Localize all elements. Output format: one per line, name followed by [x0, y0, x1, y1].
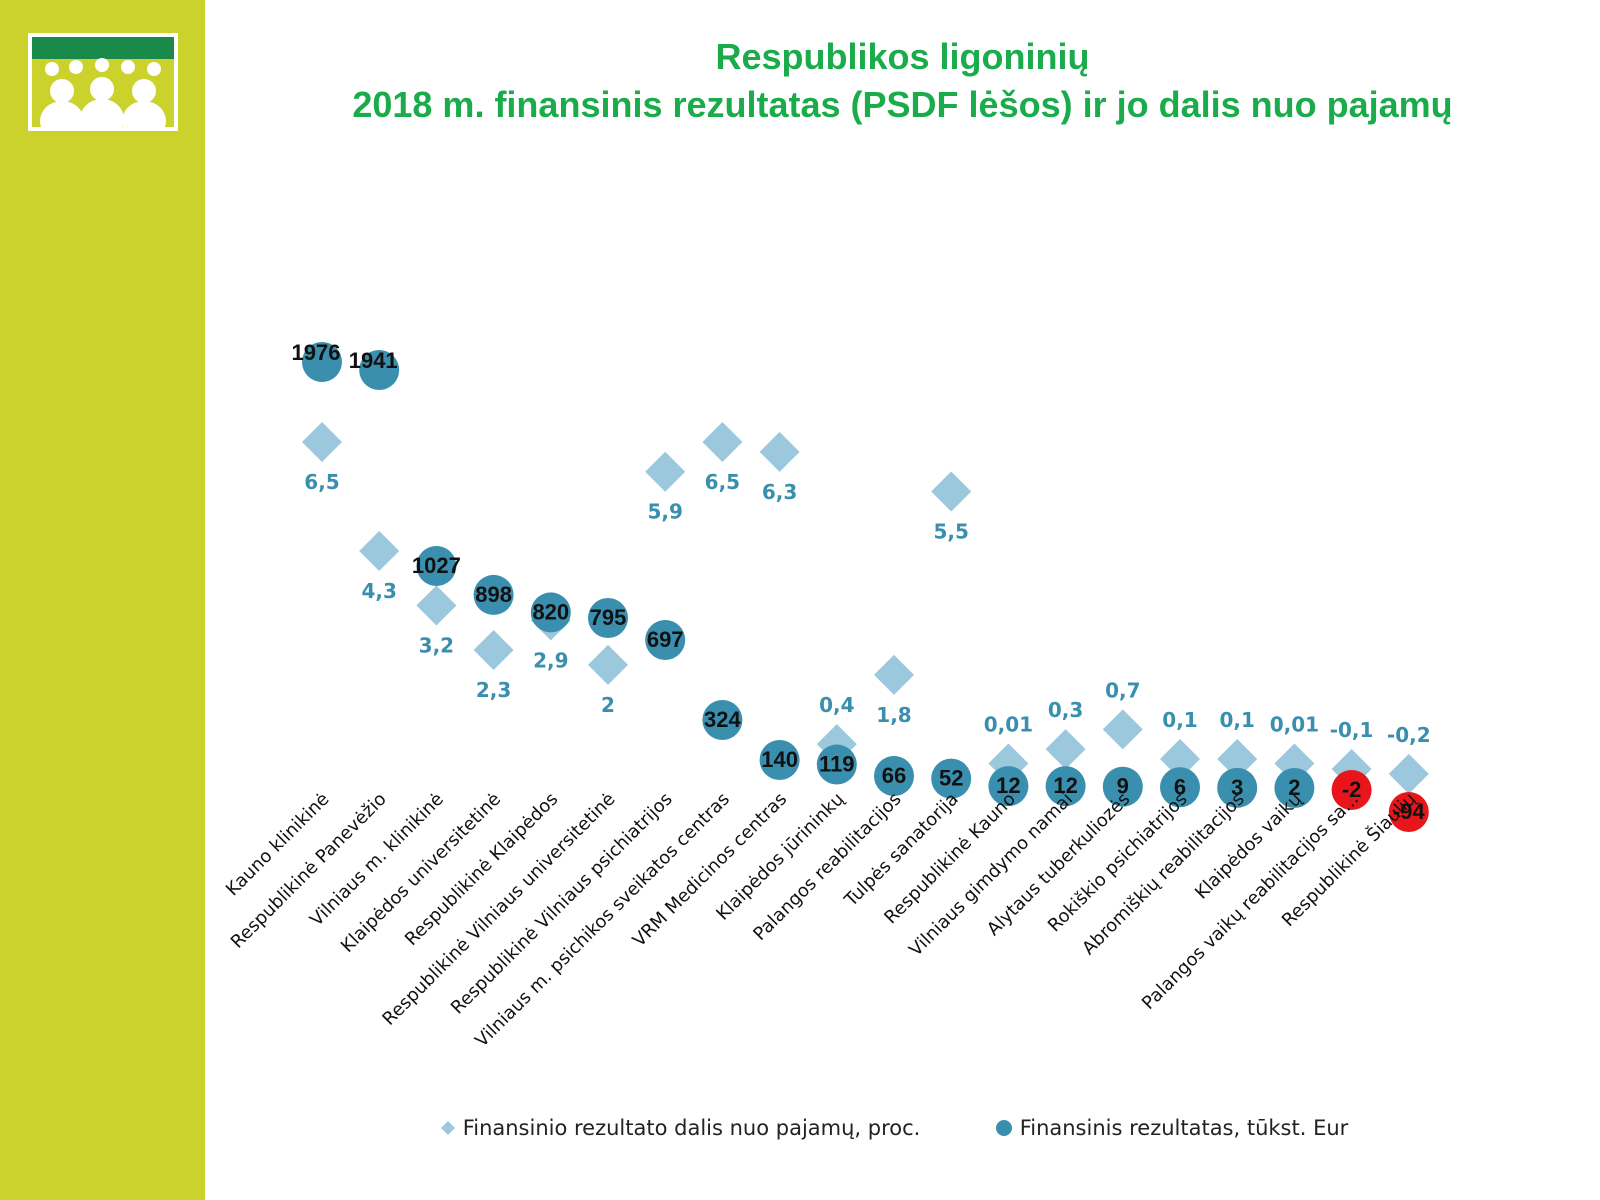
legend-circle-icon — [996, 1120, 1012, 1136]
percent-label: -0,1 — [1330, 718, 1374, 742]
result-label: 1027 — [412, 553, 461, 578]
result-point — [874, 756, 914, 796]
percent-point — [302, 422, 342, 462]
result-label: 1976 — [292, 340, 341, 365]
percent-label: 0,3 — [1048, 698, 1083, 722]
result-point — [702, 700, 743, 740]
result-point — [1160, 767, 1200, 808]
percent-point — [1045, 729, 1086, 770]
result-point — [816, 744, 857, 785]
result-point — [302, 342, 342, 382]
result-point — [1102, 766, 1143, 807]
chart-subtitle: 2018 m. finansinis rezultatas (PSDF lėšo… — [352, 84, 1453, 125]
result-label: 12 — [996, 773, 1020, 798]
result-label: 324 — [704, 707, 741, 732]
result-point — [1388, 792, 1429, 832]
logo — [28, 33, 178, 131]
percent-label: 2,3 — [476, 678, 511, 702]
result-label: 140 — [761, 747, 798, 772]
percent-label: 6,3 — [762, 480, 797, 504]
percent-point — [1388, 753, 1429, 794]
result-label: 9 — [1117, 774, 1129, 799]
percent-label: 0,1 — [1219, 708, 1254, 732]
result-label: 12 — [1053, 773, 1077, 798]
percent-label: 4,3 — [361, 579, 396, 603]
percent-label: 0,1 — [1162, 708, 1197, 732]
percent-point — [1160, 739, 1200, 780]
percent-label: 6,5 — [705, 470, 740, 494]
result-label: 6 — [1174, 774, 1186, 799]
result-label: 66 — [882, 763, 906, 788]
percent-label: 0,01 — [1270, 713, 1319, 737]
result-label: 820 — [532, 599, 569, 624]
percent-point — [645, 451, 686, 492]
result-label: -2 — [1342, 777, 1362, 802]
percent-label: 2,9 — [533, 648, 568, 672]
result-point — [1274, 768, 1315, 808]
percent-point — [759, 431, 800, 472]
legend-item-result: Finansinis rezultatas, tūkst. Eur — [995, 1116, 1348, 1140]
category-label: Klaipėdos vaikų — [1191, 788, 1306, 903]
result-point — [1331, 770, 1372, 810]
chart-title: Respublikos ligoninių — [715, 36, 1090, 77]
result-label: 1941 — [349, 348, 398, 373]
result-point — [931, 758, 972, 799]
percent-point — [588, 644, 628, 685]
result-point — [988, 766, 1029, 807]
result-label: 119 — [819, 752, 855, 777]
percent-point — [874, 654, 914, 695]
percent-point — [359, 530, 400, 571]
result-point — [1045, 766, 1086, 807]
result-label: 52 — [939, 766, 963, 791]
percent-label: 0,4 — [819, 693, 854, 717]
category-label: Kauno klinikinė — [222, 789, 334, 901]
result-point — [473, 574, 514, 615]
percent-label: 0,7 — [1105, 678, 1140, 702]
result-label: 795 — [590, 605, 627, 630]
sidebar-band — [0, 0, 205, 1200]
percent-label: -0,2 — [1387, 723, 1431, 747]
legend-label-percent: Finansinio rezultato dalis nuo pajamų, p… — [462, 1116, 921, 1140]
result-label: 2 — [1288, 775, 1300, 800]
percent-label: 0,01 — [984, 713, 1033, 737]
percent-point — [702, 422, 743, 462]
result-point — [588, 598, 628, 639]
result-point — [530, 592, 571, 633]
result-label: -94 — [1393, 799, 1426, 824]
legend-item-percent: Finansinio rezultato dalis nuo pajamų, p… — [440, 1116, 920, 1140]
result-point — [645, 620, 686, 660]
result-point — [759, 740, 800, 780]
percent-point — [1217, 739, 1258, 780]
legend-label-result: Finansinis rezultatas, tūkst. Eur — [1019, 1116, 1349, 1140]
percent-point — [473, 630, 514, 671]
percent-point — [1102, 709, 1143, 750]
result-point — [416, 546, 457, 586]
result-label: 898 — [475, 582, 512, 607]
result-label: 697 — [647, 627, 684, 652]
percent-label: 2 — [601, 693, 615, 717]
percent-label: 5,5 — [933, 520, 968, 544]
percent-label: 3,2 — [419, 633, 454, 657]
percent-point — [416, 585, 457, 626]
result-point — [1217, 767, 1258, 808]
result-label: 3 — [1231, 775, 1243, 800]
percent-label: 5,9 — [647, 500, 682, 524]
legend-diamond-icon — [441, 1121, 455, 1135]
percent-point — [931, 471, 972, 512]
percent-label: 6,5 — [304, 470, 339, 494]
percent-label: 1,8 — [876, 703, 911, 727]
result-point — [359, 350, 400, 390]
logo-people-icon — [32, 37, 174, 127]
